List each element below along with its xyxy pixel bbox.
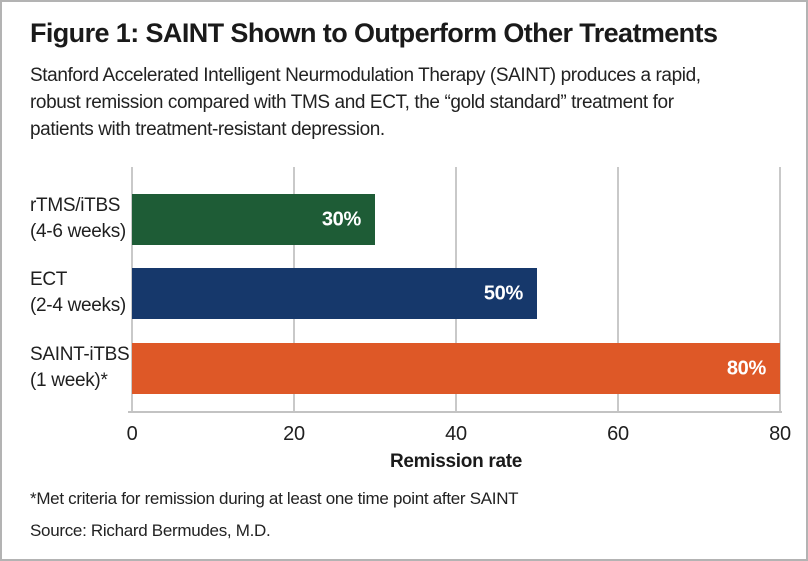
- bar-ect: 50%: [132, 268, 537, 319]
- gridline: [779, 167, 781, 411]
- plot-area: 30% 50% 80%: [128, 167, 782, 413]
- category-name: ECT: [30, 269, 68, 290]
- x-tick: 0: [126, 423, 138, 445]
- bar-saint-itbs: 80%: [132, 343, 780, 394]
- bar-value-label: 30%: [321, 208, 361, 230]
- figure-footnote: *Met criteria for remission during at le…: [30, 489, 519, 508]
- category-duration: (2-4 weeks): [30, 295, 126, 316]
- x-tick: 80: [769, 423, 791, 445]
- figure-title: Figure 1: SAINT Shown to Outperform Othe…: [30, 18, 718, 48]
- category-label-ect: ECT (2-4 weeks): [30, 267, 126, 319]
- x-tick: 40: [445, 423, 467, 445]
- subtitle-line: Stanford Accelerated Intelligent Neurmod…: [30, 65, 701, 86]
- x-axis-ticks: 0 20 40 60 80: [127, 423, 792, 447]
- figure-source: Source: Richard Bermudes, M.D.: [30, 521, 271, 540]
- subtitle-line: patients with treatment-resistant depres…: [30, 119, 385, 140]
- x-axis-line: [128, 411, 782, 413]
- x-axis-title: Remission rate: [389, 451, 523, 472]
- bar-rtms-itbs: 30%: [132, 194, 375, 245]
- subtitle-line: robust remission compared with TMS and E…: [30, 92, 674, 113]
- x-tick: 20: [283, 423, 305, 445]
- category-label-saint-itbs: SAINT-iTBS (1 week)*: [30, 342, 130, 394]
- bar-value-label: 50%: [483, 282, 523, 304]
- category-duration: (1 week)*: [30, 370, 108, 391]
- category-name: rTMS/iTBS: [30, 195, 121, 216]
- category-duration: (4-6 weeks): [30, 221, 126, 242]
- figure-subtitle: Stanford Accelerated Intelligent Neurmod…: [30, 62, 701, 143]
- bar-value-label: 80%: [726, 357, 766, 379]
- x-tick: 60: [607, 423, 629, 445]
- category-label-rtms-itbs: rTMS/iTBS (4-6 weeks): [30, 193, 126, 245]
- gridline: [617, 167, 619, 411]
- category-name: SAINT-iTBS: [30, 344, 130, 365]
